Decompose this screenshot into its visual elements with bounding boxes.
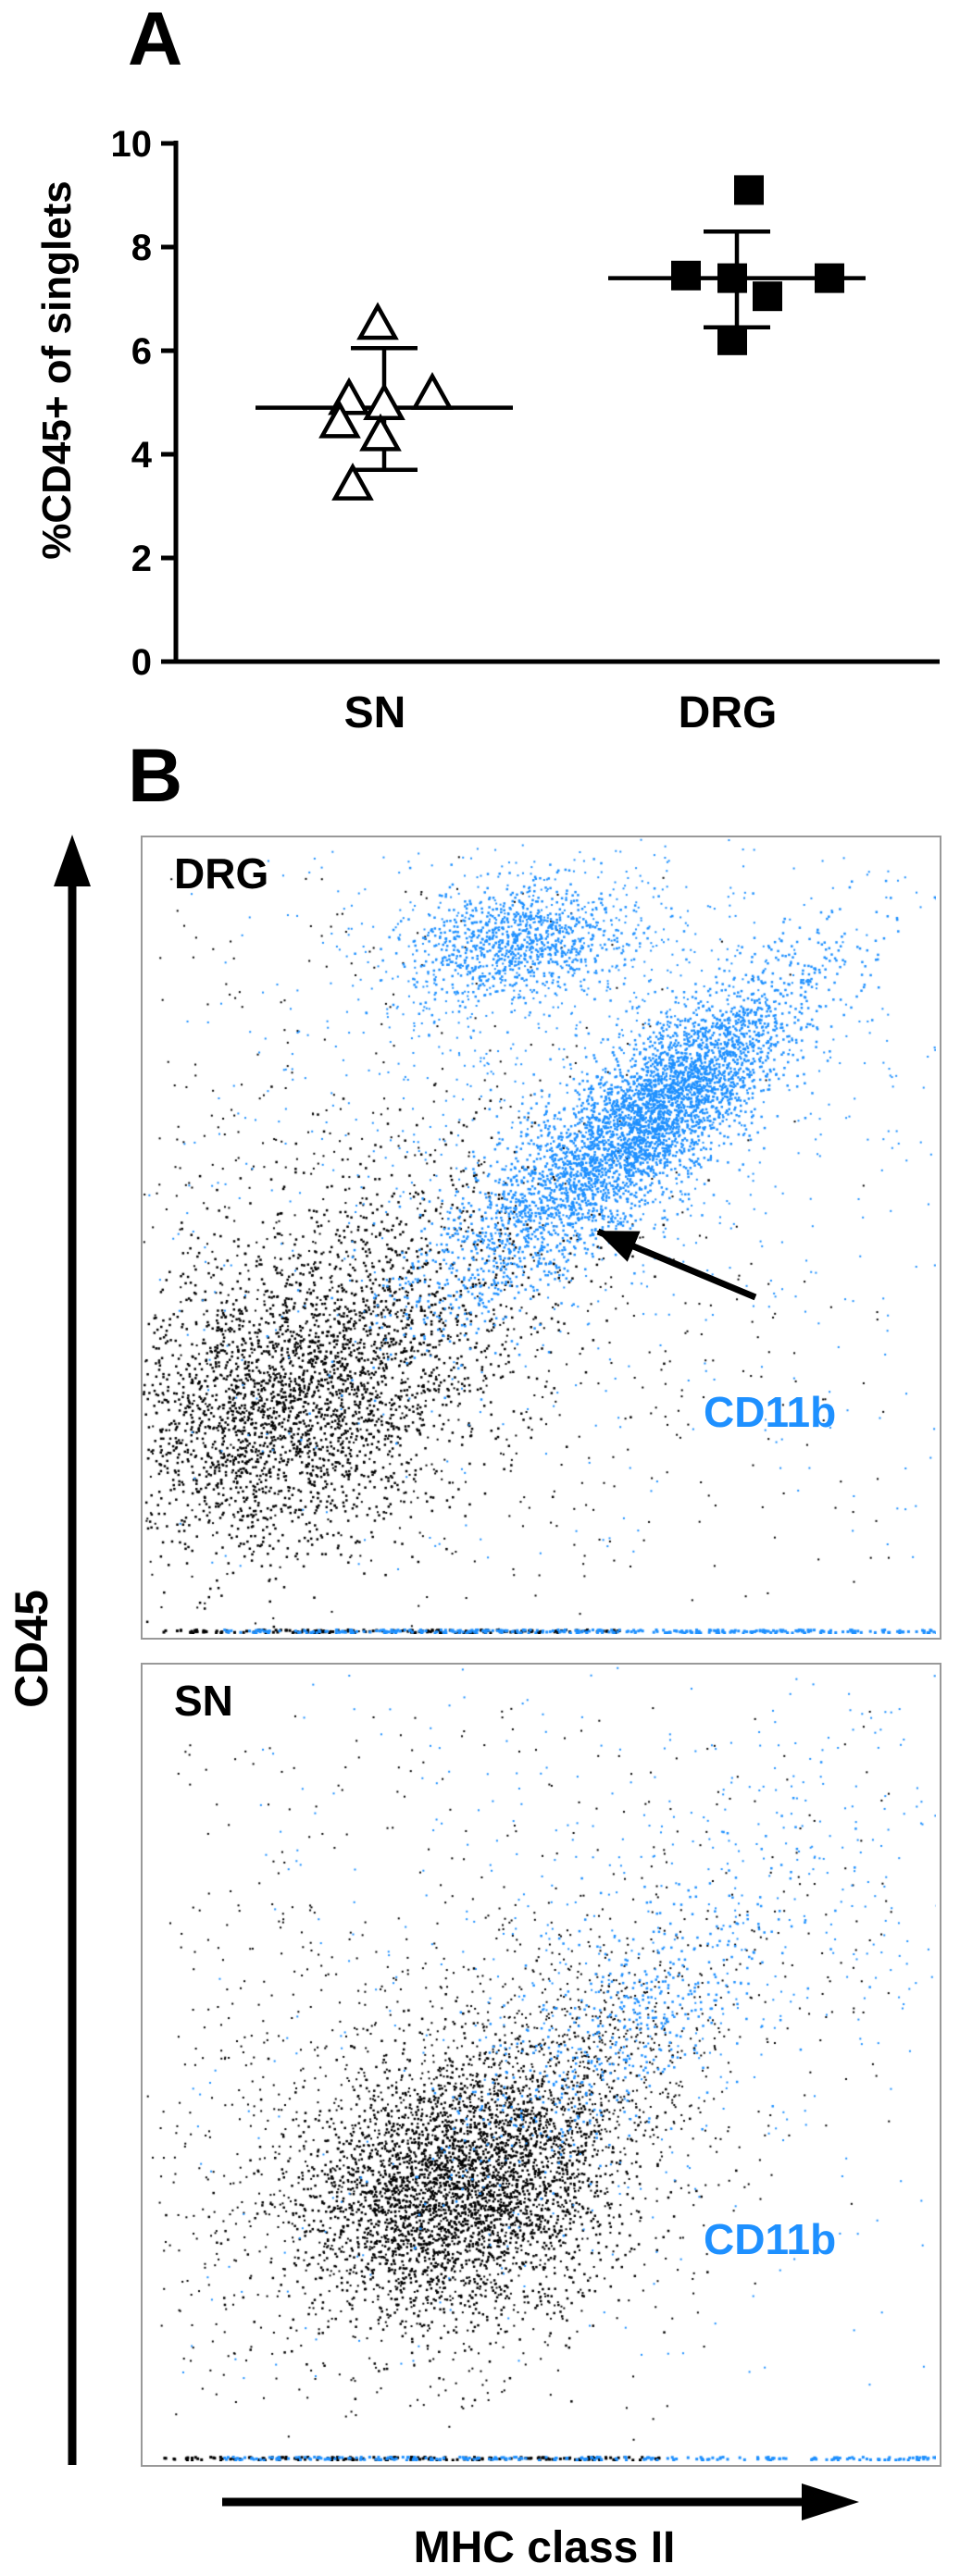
flow-plot-sn: SN CD11b	[141, 1663, 941, 2467]
svg-text:SN: SN	[344, 688, 406, 737]
panel-b-y-axis-label: CD45	[6, 1590, 57, 1708]
svg-text:0: 0	[131, 642, 152, 683]
flow-plot-drg: DRG CD11b	[141, 836, 941, 1640]
sn-scatter-canvas	[143, 1665, 936, 2461]
svg-text:6: 6	[131, 331, 152, 372]
population-annotation-arrow-icon	[596, 1228, 757, 1301]
panel-a-label: A	[128, 0, 183, 81]
svg-text:DRG: DRG	[679, 688, 778, 737]
panel-a-scatter-plot: 0 2 4 6 8 10 SN DRG	[111, 124, 940, 737]
cd45-axis-arrow-icon	[54, 835, 91, 2465]
svg-text:2: 2	[131, 539, 152, 579]
svg-text:10: 10	[111, 124, 153, 165]
cd11b-label-sn: CD11b	[704, 2215, 837, 2263]
drg-scatter-canvas	[143, 837, 936, 1634]
flow-plot-title-drg: DRG	[174, 849, 269, 898]
panel-b-label: B	[128, 734, 183, 818]
svg-text:4: 4	[131, 435, 153, 476]
panel-b-x-axis-label: MHC class II	[413, 2523, 676, 2572]
cd11b-label-drg: CD11b	[704, 1388, 837, 1436]
mhc-axis-arrow-icon	[222, 2483, 859, 2520]
flow-plot-title-sn: SN	[174, 1677, 233, 1725]
svg-text:8: 8	[131, 228, 152, 268]
